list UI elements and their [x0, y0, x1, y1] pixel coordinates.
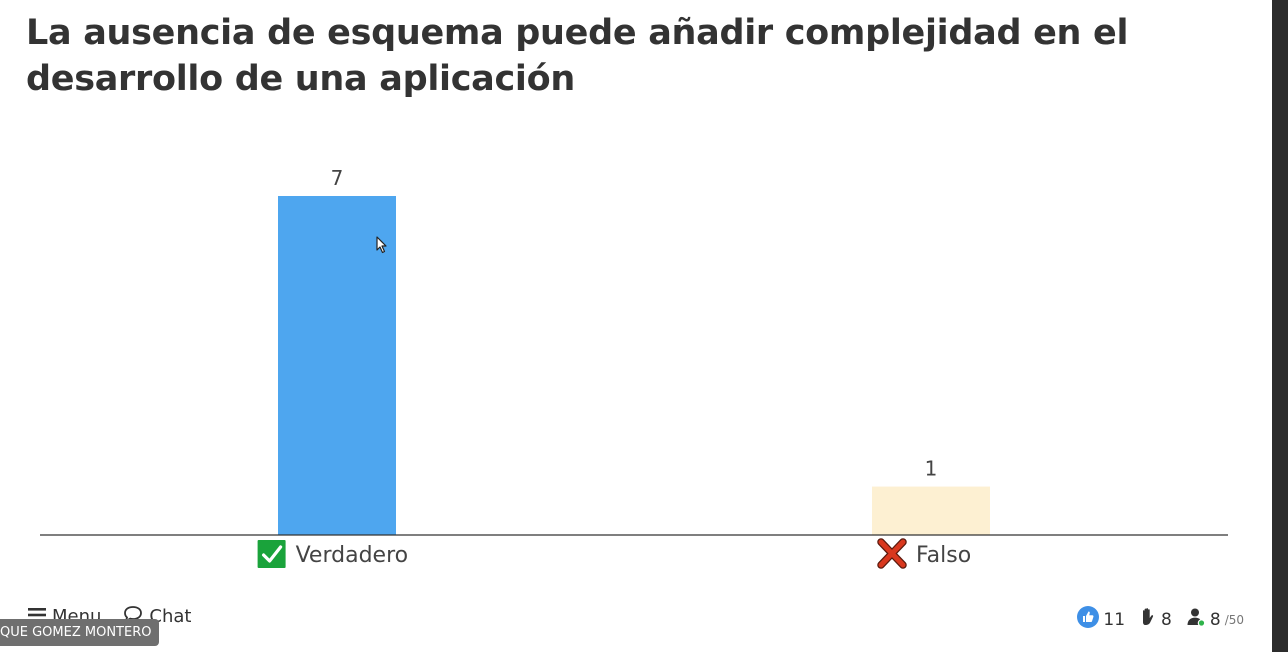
value-label-verdadero: 7 [331, 166, 344, 190]
cross-icon [877, 538, 907, 569]
category-label-falso: Falso [916, 543, 971, 568]
bar-falso [872, 486, 990, 535]
participants-counter[interactable]: 8/50 [1186, 607, 1244, 632]
chat-button[interactable]: Chat [123, 605, 192, 628]
presenter-name-tag: QUE GOMEZ MONTERO [0, 619, 160, 646]
raised-hand-icon [1139, 607, 1157, 632]
window-edge [1272, 0, 1288, 652]
check-icon [257, 540, 286, 568]
chat-label: Chat [149, 606, 192, 627]
participant-icon [1186, 607, 1206, 632]
value-label-falso: 1 [925, 457, 938, 481]
likes-counter[interactable]: 11 [1077, 606, 1125, 633]
raised-hands-count: 8 [1161, 609, 1172, 630]
participants-count: 8 [1209, 609, 1221, 630]
raised-hands-counter[interactable]: 8 [1139, 607, 1172, 632]
category-label-verdadero: Verdadero [296, 543, 409, 568]
likes-count: 11 [1103, 609, 1126, 630]
mouse-cursor-icon [376, 236, 388, 258]
bar-verdadero [278, 196, 396, 535]
results-bar-chart: 7 Verdadero 1 Falso [40, 166, 1228, 569]
participants-max: /50 [1224, 612, 1244, 627]
thumbs-up-icon [1077, 606, 1100, 633]
question-title: La ausencia de esquema puede añadir comp… [26, 13, 1129, 99]
chat-bubble-icon [123, 605, 143, 628]
